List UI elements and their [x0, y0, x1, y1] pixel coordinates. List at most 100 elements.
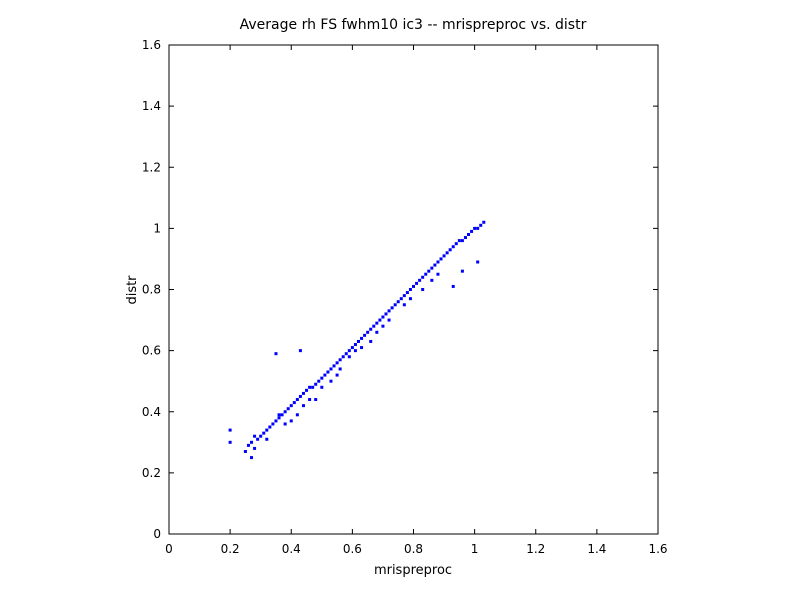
data-point — [451, 245, 455, 249]
data-point — [439, 257, 443, 261]
data-point — [473, 226, 477, 230]
data-point — [433, 263, 437, 267]
data-point — [335, 361, 339, 365]
x-tick-label: 0.6 — [343, 542, 362, 556]
data-point — [323, 373, 327, 377]
data-point — [268, 425, 272, 429]
data-point — [253, 434, 257, 438]
data-point — [326, 370, 330, 374]
data-point — [402, 303, 406, 307]
data-point — [405, 291, 409, 295]
x-tick-label: 0.2 — [221, 542, 240, 556]
data-point — [329, 367, 333, 371]
y-tick-label: 0.8 — [142, 283, 161, 297]
data-point — [454, 242, 458, 246]
data-point — [470, 229, 474, 233]
data-point — [369, 339, 373, 343]
data-point — [341, 355, 345, 359]
data-point — [317, 379, 321, 383]
y-tick-label: 0.6 — [142, 344, 161, 358]
data-point — [399, 297, 403, 301]
data-point — [378, 318, 382, 322]
data-point — [311, 385, 315, 389]
y-tick-label: 1.2 — [142, 160, 161, 174]
data-point — [463, 236, 467, 240]
data-point — [298, 349, 302, 353]
data-point — [396, 300, 400, 304]
data-point — [320, 376, 324, 380]
data-point — [228, 428, 232, 432]
data-point — [372, 324, 376, 328]
y-tick-label: 0.2 — [142, 466, 161, 480]
data-point — [277, 416, 281, 420]
data-point — [301, 404, 305, 408]
data-point — [246, 443, 250, 447]
data-point — [393, 303, 397, 307]
data-point — [259, 434, 263, 438]
data-point — [421, 288, 425, 291]
data-point — [356, 339, 360, 343]
data-point — [436, 260, 440, 264]
data-point — [402, 294, 406, 298]
data-point — [277, 413, 281, 417]
data-point — [476, 260, 480, 264]
data-point — [430, 278, 434, 282]
data-point — [262, 431, 266, 435]
data-point — [347, 355, 351, 359]
data-point — [390, 306, 394, 310]
data-point — [271, 422, 275, 426]
data-point — [424, 272, 428, 276]
x-tick-label: 1.4 — [587, 542, 606, 556]
data-point — [415, 281, 419, 285]
data-point — [350, 346, 354, 350]
x-axis: 0 0.2 0.4 0.6 0.8 1 1.2 1.4 1.6 — [165, 45, 668, 556]
data-point — [253, 446, 257, 450]
data-point — [344, 352, 348, 356]
data-point — [228, 440, 232, 444]
data-point — [274, 352, 278, 356]
data-point — [460, 239, 464, 243]
data-point — [375, 321, 379, 325]
data-point — [445, 251, 449, 255]
y-tick-label: 0.4 — [142, 405, 161, 419]
data-point — [427, 269, 431, 273]
x-tick-label: 1.2 — [526, 542, 545, 556]
x-tick-label: 1 — [471, 542, 479, 556]
data-point — [381, 315, 385, 319]
data-point — [338, 358, 342, 362]
data-point — [347, 349, 351, 353]
y-axis-label: distr — [125, 275, 140, 305]
data-point — [250, 456, 254, 460]
x-tick-label: 1.6 — [648, 542, 667, 556]
data-point — [308, 385, 312, 389]
data-point — [314, 398, 318, 402]
data-point — [363, 333, 367, 337]
data-point — [295, 398, 299, 402]
data-point — [314, 382, 318, 386]
data-point — [387, 318, 391, 322]
data-point — [430, 266, 434, 270]
data-point — [476, 226, 480, 230]
data-point — [286, 407, 290, 411]
data-point — [457, 239, 461, 243]
data-point — [436, 272, 440, 276]
data-point — [418, 278, 422, 282]
data-point — [298, 394, 302, 398]
data-point — [381, 324, 385, 328]
data-point — [460, 269, 464, 273]
x-tick-label: 0 — [165, 542, 173, 556]
data-point — [301, 391, 305, 395]
data-point — [448, 248, 452, 252]
data-point — [280, 413, 284, 417]
data-point — [360, 346, 364, 350]
data-point — [295, 413, 299, 417]
data-point — [369, 327, 373, 331]
data-point — [292, 401, 296, 405]
data-point — [250, 440, 254, 444]
data-point — [332, 364, 336, 368]
data-point — [451, 284, 455, 288]
data-point — [283, 422, 287, 426]
data-point — [375, 330, 379, 334]
data-point — [256, 437, 260, 441]
